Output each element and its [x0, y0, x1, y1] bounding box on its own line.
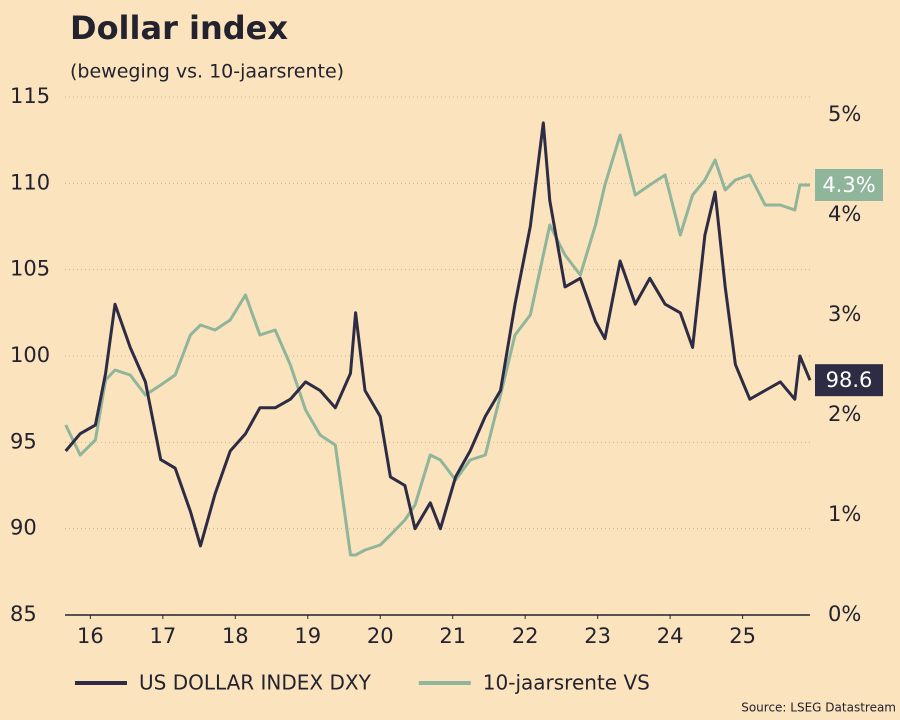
- y2-tick-label: 2%: [828, 402, 861, 426]
- x-tick-label: 25: [729, 624, 756, 648]
- y2-tick-label: 4%: [828, 202, 861, 226]
- end-label-box: [815, 169, 883, 201]
- y-tick-label: 90: [10, 516, 37, 540]
- series-line: [64, 133, 810, 557]
- end-label-text: 4.3%: [822, 173, 875, 197]
- x-tick-label: 24: [657, 624, 684, 648]
- legend-label: 10-jaarsrente VS: [483, 671, 650, 695]
- y-tick-label: 105: [10, 257, 50, 281]
- chart-title: Dollar index: [70, 9, 288, 47]
- y2-tick-label: 5%: [828, 102, 861, 126]
- end-label-text: 98.6: [826, 368, 873, 392]
- x-tick-label: 23: [584, 624, 611, 648]
- y2-tick-label: 0%: [828, 602, 861, 626]
- y2-tick-label: 1%: [828, 502, 861, 526]
- y-tick-label: 110: [10, 170, 50, 194]
- end-label-box: [815, 364, 883, 397]
- source: Source: LSEG Datastream: [741, 701, 896, 715]
- series-line: [64, 121, 812, 548]
- end-label: 98.6: [815, 364, 883, 397]
- chart-subtitle: (beweging vs. 10-jaarsrente): [70, 61, 344, 83]
- x-tick-label: 19: [294, 624, 321, 648]
- legend-label: US DOLLAR INDEX DXY: [139, 671, 372, 695]
- y-tick-label: 115: [10, 84, 50, 108]
- x-tick-label: 16: [77, 624, 104, 648]
- x-tick-label: 20: [367, 624, 394, 648]
- y-tick-label: 100: [10, 343, 50, 367]
- y-tick-label: 95: [10, 429, 37, 453]
- x-tick-label: 22: [512, 624, 539, 648]
- y2-tick-label: 3%: [828, 302, 861, 326]
- x-tick-label: 18: [222, 624, 249, 648]
- x-tick-label: 21: [439, 624, 466, 648]
- y-tick-label: 85: [10, 602, 37, 626]
- x-tick-label: 17: [149, 624, 176, 648]
- end-label: 4.3%: [815, 169, 883, 201]
